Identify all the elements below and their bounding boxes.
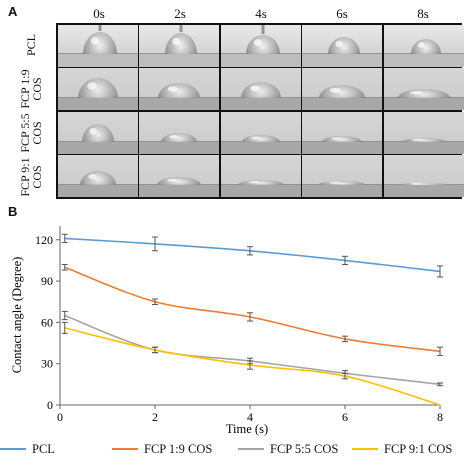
droplet-photo (383, 24, 464, 67)
droplet-photo (57, 111, 138, 154)
legend-label: FCP 1:9 COS (144, 441, 213, 456)
droplet-photo (220, 111, 301, 154)
chart-legend: PCL FCP 1:9 COS FCP 5:5 COS FCP 9:1 COS (0, 439, 473, 459)
y-tick-label: 30 (41, 357, 53, 371)
legend-swatch (352, 448, 378, 450)
legend-label: FCP 5:5 COS (270, 441, 339, 456)
legend-label: PCL (32, 441, 55, 456)
droplet-photo (139, 68, 219, 110)
series-fcp-9-1-cos (61, 321, 441, 406)
series-fcp-1-9-cos (61, 264, 443, 356)
x-tick-label: 8 (437, 410, 443, 424)
chart-ticks: 0 30 60 90 120 0 2 4 6 8 (35, 233, 443, 424)
droplet-photo (383, 111, 464, 154)
legend-swatch (0, 448, 26, 450)
droplet-photo (57, 24, 138, 67)
row-label-fcp-1-9: FCP 1:9 COS (18, 69, 44, 109)
legend-item: FCP 1:9 COS (112, 439, 212, 459)
y-tick-label: 60 (41, 315, 53, 329)
x-tick-label: 4 (247, 410, 253, 424)
droplet-photo (302, 155, 382, 197)
contact-angle-chart: 0 30 60 90 120 0 2 4 6 8 Time (s) Contact angle (… (10, 226, 443, 436)
y-axis-label: Contact angle (Degree) (10, 257, 24, 374)
series-fcp-5-5-cos (61, 310, 443, 387)
droplet-photo (139, 155, 219, 197)
legend-item: FCP 5:5 COS (238, 439, 338, 459)
legend-item: PCL (0, 439, 55, 459)
row-label-fcp-5-5: FCP 5:5 COS (18, 113, 44, 153)
time-label-2s: 2s (174, 6, 186, 21)
droplet-image-grid (56, 23, 464, 199)
series-pcl (61, 233, 443, 278)
droplet-photo (220, 155, 301, 197)
droplet-photo (139, 111, 219, 154)
time-label-4s: 4s (255, 6, 267, 21)
x-axis-label: Time (s) (226, 422, 268, 436)
droplet-photo (302, 111, 382, 154)
droplet-photo (220, 24, 301, 67)
droplet-photo (57, 155, 138, 197)
x-tick-label: 0 (57, 410, 63, 424)
y-tick-label: 120 (35, 233, 53, 247)
chart-series (61, 233, 443, 406)
panel-b-letter: B (8, 204, 18, 219)
row-label-pcl: PCL (24, 34, 38, 57)
droplet-photo (383, 155, 464, 197)
series-line (64, 314, 441, 386)
droplet-photo (220, 68, 301, 110)
y-tick-label: 90 (41, 274, 53, 288)
row-label-fcp-9-1: FCP 9:1 COS (18, 157, 44, 197)
droplet-photo (302, 24, 382, 67)
time-label-8s: 8s (417, 6, 429, 21)
x-tick-label: 2 (152, 410, 158, 424)
panel-a-letter: A (8, 4, 18, 19)
y-tick-label: 0 (47, 398, 53, 412)
time-label-0s: 0s (93, 6, 105, 21)
legend-label: FCP 9:1 COS (384, 441, 453, 456)
legend-swatch (112, 448, 138, 450)
x-tick-label: 6 (342, 410, 348, 424)
legend-item: FCP 9:1 COS (352, 439, 452, 459)
legend-swatch (238, 448, 264, 450)
time-label-6s: 6s (336, 6, 348, 21)
droplet-photo (139, 24, 219, 67)
droplet-photo (302, 68, 382, 110)
droplet-photo (383, 68, 464, 110)
droplet-photo (57, 68, 138, 110)
